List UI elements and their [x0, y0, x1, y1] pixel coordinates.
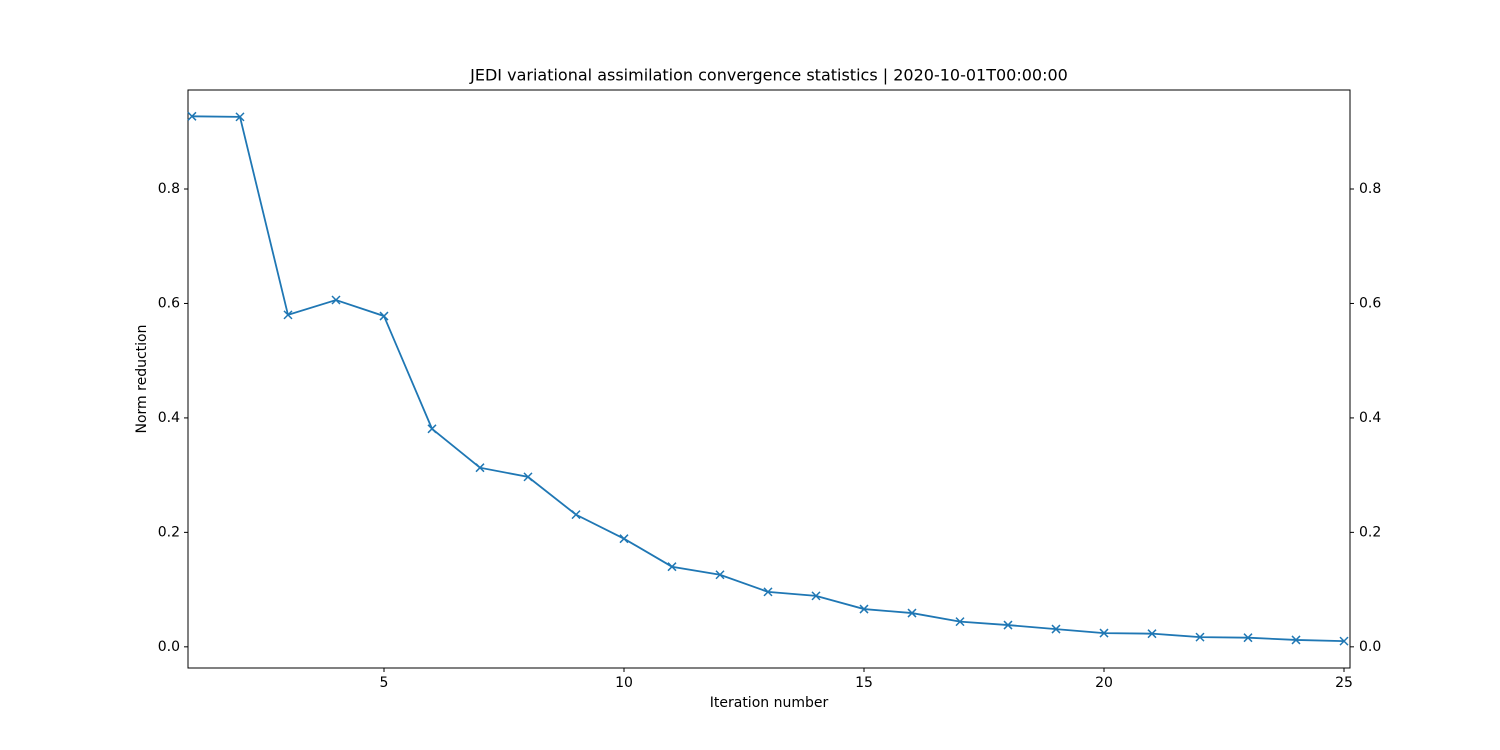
x-tick-label: 25 [1335, 675, 1353, 691]
y-tick-label: 0.6 [158, 295, 180, 311]
data-marker [187, 111, 197, 121]
x-tick-label: 15 [855, 675, 873, 691]
data-marker [1339, 636, 1349, 646]
data-marker [859, 604, 869, 614]
data-marker [571, 510, 581, 520]
y-tick-label: 0.2 [158, 524, 180, 540]
data-marker [907, 608, 917, 618]
data-marker [427, 424, 437, 434]
data-marker [1147, 629, 1157, 639]
data-marker [619, 534, 629, 544]
data-marker [475, 463, 485, 473]
x-tick-label: 5 [380, 675, 389, 691]
y-axis-label: Norm reduction [134, 325, 150, 434]
data-marker [379, 311, 389, 321]
data-marker [235, 112, 245, 122]
x-tick-label: 20 [1095, 675, 1113, 691]
data-marker [667, 562, 677, 572]
y2-tick-label: 0.6 [1359, 295, 1381, 311]
series-line [191, 115, 1345, 643]
x-axis-label: Iteration number [710, 695, 829, 711]
y2-tick-label: 0.2 [1359, 524, 1381, 540]
data-marker [1051, 624, 1061, 634]
y2-tick-label: 0.0 [1359, 639, 1381, 655]
data-marker [715, 570, 725, 580]
y2-tick-label: 0.4 [1359, 410, 1381, 426]
data-marker [331, 295, 341, 305]
plot-frame [187, 89, 1351, 669]
data-marker [763, 587, 773, 597]
data-marker [523, 472, 533, 482]
data-marker [1099, 628, 1109, 638]
data-marker [955, 617, 965, 627]
data-marker [1003, 620, 1013, 630]
y-tick-label: 0.4 [158, 410, 180, 426]
x-tick-label: 10 [615, 675, 633, 691]
y-tick-label: 0.0 [158, 639, 180, 655]
y2-tick-label: 0.8 [1359, 181, 1381, 197]
y-tick-label: 0.8 [158, 181, 180, 197]
data-marker [811, 591, 821, 601]
data-marker [1195, 632, 1205, 642]
data-marker [1291, 635, 1301, 645]
data-marker [283, 310, 293, 320]
chart-title: JEDI variational assimilation convergenc… [469, 66, 1068, 85]
data-marker [1243, 633, 1253, 643]
